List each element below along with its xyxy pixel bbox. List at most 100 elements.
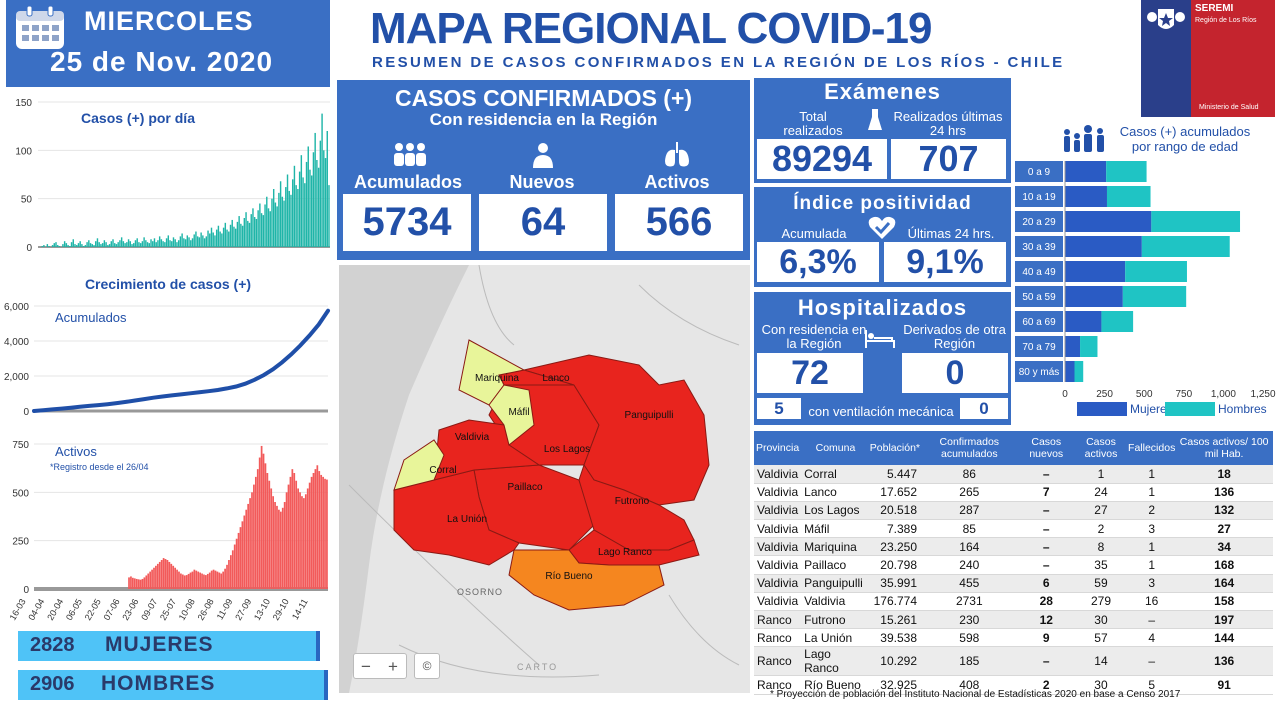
- active-bar: [264, 463, 267, 589]
- active-bar: [254, 476, 257, 589]
- table-cell: 176.774: [869, 592, 920, 612]
- table-cell: Río Bueno: [801, 675, 870, 695]
- daily-bar: [48, 246, 50, 247]
- table-cell: 17.652: [869, 483, 920, 502]
- daily-bar: [266, 196, 268, 247]
- daily-bar: [314, 132, 316, 247]
- daily-bar: [302, 177, 304, 247]
- table-cell: –: [1018, 519, 1074, 539]
- active-bar: [245, 509, 248, 589]
- daily-bar: [226, 229, 228, 247]
- commune-corral[interactable]: [393, 439, 445, 491]
- daily-bar: [238, 216, 240, 247]
- active-bar: [153, 567, 155, 589]
- active-bar: [233, 544, 236, 589]
- age-bar-mujeres: [1065, 161, 1107, 182]
- daily-bar: [190, 240, 192, 247]
- active-bar: [172, 565, 175, 589]
- commune-valdivia[interactable]: [433, 419, 541, 481]
- active-x-tick: 23-06: [120, 597, 140, 622]
- table-cell: 2: [1128, 501, 1176, 521]
- daily-bar: [124, 243, 126, 247]
- daily-bar: [245, 212, 247, 247]
- commune-río-bueno[interactable]: [508, 549, 665, 611]
- daily-bar: [215, 229, 218, 247]
- active-bar: [199, 572, 201, 589]
- active-bar: [274, 502, 276, 589]
- active-bar: [253, 484, 255, 589]
- zoom-in-button[interactable]: +: [388, 657, 398, 676]
- table-cell: Corral: [801, 465, 870, 484]
- active-bar: [235, 538, 238, 589]
- commune-panguipulli[interactable]: [522, 354, 710, 506]
- women-label: MUJERES: [105, 633, 214, 656]
- daily-bar: [122, 241, 125, 247]
- exams-24h: 707: [891, 139, 1006, 179]
- carto-label: CARTO: [517, 662, 558, 672]
- attribution-button[interactable]: ©: [414, 653, 440, 679]
- daily-bar: [219, 231, 221, 247]
- active-bar: [147, 573, 150, 589]
- zoom-out-button[interactable]: −: [361, 657, 371, 676]
- table-cell: 28: [1018, 592, 1074, 612]
- hospital-res: 72: [757, 353, 863, 393]
- active-bar: [160, 560, 163, 589]
- active-bar: [224, 568, 226, 589]
- table-header-cell: Casos activos: [1073, 431, 1129, 465]
- men-label: HOMBRES: [101, 672, 216, 695]
- age-category-label: 30 a 39: [1022, 242, 1056, 253]
- commune-máfil[interactable]: [488, 384, 535, 446]
- table-cell: 197: [1175, 610, 1273, 630]
- daily-bar: [120, 237, 123, 247]
- active-x-tick: 04-04: [26, 597, 46, 622]
- table-cell: Ranco: [754, 610, 802, 630]
- table-cell: 15.261: [869, 610, 920, 630]
- daily-bar: [158, 236, 161, 247]
- men-bar: 2906 HOMBRES: [18, 670, 328, 700]
- active-x-tick: 11-09: [215, 597, 235, 621]
- daily-bar: [86, 242, 88, 247]
- table-cell: 1: [1128, 465, 1176, 484]
- active-x-tick: 16-03: [8, 597, 28, 622]
- table-cell: 27: [1175, 519, 1273, 539]
- age-category-label: 40 a 49: [1022, 267, 1056, 278]
- daily-bar: [253, 217, 256, 247]
- daily-bar: [72, 239, 74, 247]
- table-cell: 86: [920, 465, 1019, 484]
- growth-y-tick: 6,000: [4, 302, 29, 313]
- active-bar: [318, 471, 321, 589]
- table-cell: Panguipulli: [801, 574, 870, 593]
- active-bar: [285, 492, 288, 589]
- daily-bar: [89, 243, 92, 247]
- daily-bar: [317, 167, 320, 247]
- daily-bar: [107, 245, 109, 247]
- active-bar: [258, 457, 261, 589]
- page-subtitle: RESUMEN DE CASOS CONFIRMADOS EN LA REGIÓ…: [372, 54, 1065, 71]
- women-bar: 2828 MUJERES: [18, 631, 320, 661]
- hospital-der-label: Derivados de otra Región: [903, 322, 1006, 351]
- daily-bar: [260, 213, 263, 247]
- age-x-tick: 750: [1175, 389, 1192, 400]
- exams-24h-label: Realizados últimas 24 hrs: [893, 109, 1003, 138]
- daily-bar: [276, 206, 278, 247]
- group-icon: [394, 143, 426, 166]
- daily-bar: [290, 194, 292, 247]
- vent-right: 0: [960, 398, 1008, 419]
- table-cell: –: [1018, 465, 1074, 484]
- table-cell: Valdivia: [754, 592, 802, 612]
- daily-bar: [267, 208, 270, 247]
- table-footnote: * Proyección de población del Instituto …: [770, 689, 1181, 700]
- map-label: Lago Ranco: [598, 547, 652, 558]
- daily-bar: [91, 244, 93, 247]
- daily-bar: [150, 239, 152, 247]
- active-bar: [189, 572, 192, 589]
- vent-left: 5: [757, 398, 801, 419]
- growth-series-label: Acumulados: [55, 310, 127, 325]
- active-label: Activos: [644, 172, 710, 192]
- active-bar: [145, 575, 148, 589]
- age-bar-mujeres: [1065, 261, 1126, 282]
- table-cell: Ranco: [754, 675, 802, 695]
- table-row: Valdivia Mariquina 23.250 164–8 1 34: [754, 537, 1273, 557]
- daily-bar: [165, 238, 168, 247]
- table-header: Provincia Comuna Población* Confirmados acu…: [754, 431, 1273, 465]
